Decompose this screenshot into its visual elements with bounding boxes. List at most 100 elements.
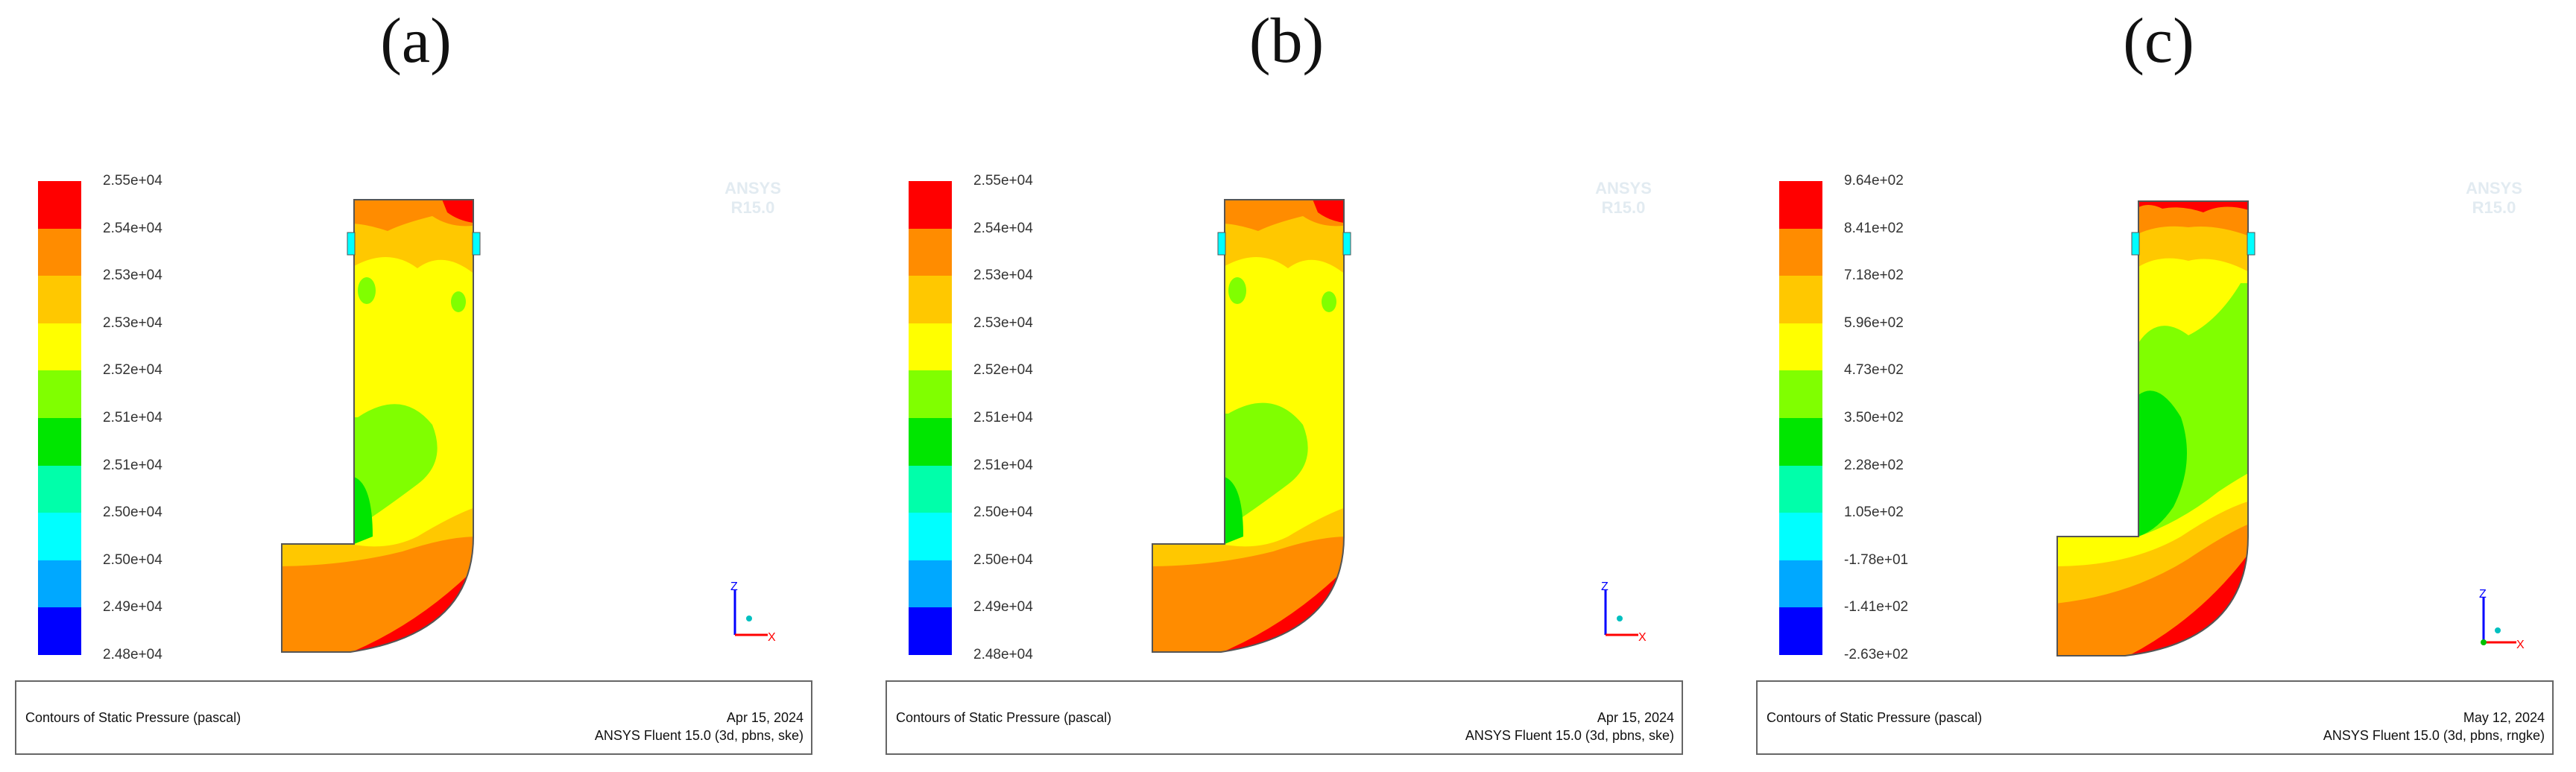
plot-caption: Contours of Static Pressure (pascal): [896, 710, 1112, 725]
legend-label: 2.48e+04: [973, 647, 1033, 662]
axes-triad-icon: Z X: [2479, 588, 2525, 651]
legend-label: 2.51e+04: [103, 410, 162, 425]
color-legend-bar: [38, 181, 81, 655]
svg-text:Z: Z: [730, 580, 738, 593]
ansys-watermark: ANSYS R15.0: [724, 179, 781, 217]
legend-label: 2.50e+04: [973, 552, 1033, 568]
legend-label: 2.51e+04: [973, 458, 1033, 473]
legend-swatch: [38, 276, 81, 323]
legend-swatch: [1779, 560, 1822, 608]
legend-label: 2.51e+04: [973, 410, 1033, 425]
legend-label: 2.55e+04: [973, 173, 1033, 189]
legend-label: 2.54e+04: [103, 221, 162, 236]
legend-label: 2.53e+04: [103, 268, 162, 283]
legend-label: -2.63e+02: [1844, 647, 1909, 662]
color-legend-bar: [909, 181, 952, 655]
legend-swatch: [1779, 323, 1822, 371]
ansys-watermark: ANSYS R15.0: [2466, 179, 2522, 217]
legend-swatch: [909, 181, 952, 229]
legend-label: -1.41e+02: [1844, 599, 1909, 615]
info-box: Contours of Static Pressure (pascal) May…: [1756, 680, 2554, 755]
legend-label: 5.96e+02: [1844, 315, 1904, 331]
info-box: Contours of Static Pressure (pascal) Apr…: [15, 680, 812, 755]
legend-swatch: [1779, 181, 1822, 229]
svg-text:Z: Z: [1601, 580, 1609, 593]
legend-label: 2.48e+04: [103, 647, 162, 662]
color-legend-bar: [1779, 181, 1822, 655]
legend-swatch: [909, 513, 952, 560]
legend-swatch: [38, 607, 81, 655]
legend-label: 8.41e+02: [1844, 221, 1904, 236]
legend-swatch: [1779, 607, 1822, 655]
legend-swatch: [909, 417, 952, 466]
plot-date: Apr 15, 2024: [726, 710, 804, 725]
legend-swatch: [38, 228, 81, 276]
pressure-contour-plot: [2056, 200, 2255, 656]
legend-swatch: [38, 181, 81, 229]
legend-swatch: [909, 560, 952, 608]
legend-label: 1.05e+02: [1844, 504, 1904, 520]
legend-label: 2.50e+04: [103, 504, 162, 520]
svg-text:X: X: [1638, 631, 1647, 644]
legend-label: 2.49e+04: [973, 599, 1033, 615]
legend-label: 2.50e+04: [973, 504, 1033, 520]
plot-meta: May 12, 2024 ANSYS Fluent 15.0 (3d, pbns…: [2323, 709, 2545, 744]
plot-meta: Apr 15, 2024 ANSYS Fluent 15.0 (3d, pbns…: [1465, 709, 1674, 744]
legend-swatch: [1779, 465, 1822, 513]
legend-swatch: [1779, 276, 1822, 323]
plot-meta: Apr 15, 2024 ANSYS Fluent 15.0 (3d, pbns…: [595, 709, 804, 744]
pressure-contour-plot: [1152, 199, 1351, 653]
panel-a: (a) 2.55e+04 2.54e+04 2.53e+04 2.53e+04 …: [0, 0, 859, 772]
legend-label: 3.50e+02: [1844, 410, 1904, 425]
legend-swatch: [1779, 228, 1822, 276]
legend-swatch: [1779, 417, 1822, 466]
legend-label: 2.50e+04: [103, 552, 162, 568]
svg-text:Z: Z: [2479, 588, 2487, 601]
ansys-watermark: ANSYS R15.0: [1595, 179, 1652, 217]
legend-swatch: [38, 465, 81, 513]
legend-label: 2.52e+04: [103, 362, 162, 378]
panel-c: (c) 9.64e+02 8.41e+02 7.18e+02 5.96e+02 …: [1741, 0, 2576, 772]
legend-swatch: [909, 607, 952, 655]
legend-swatch: [38, 513, 81, 560]
legend-swatch: [909, 323, 952, 371]
legend-label: 2.28e+02: [1844, 458, 1904, 473]
legend-label: 2.53e+04: [973, 268, 1033, 283]
legend-label: 2.55e+04: [103, 173, 162, 189]
legend-label: 2.54e+04: [973, 221, 1033, 236]
legend-swatch: [909, 276, 952, 323]
panel-b: (b) 2.55e+04 2.54e+04 2.53e+04 2.53e+04 …: [871, 0, 1729, 772]
plot-caption: Contours of Static Pressure (pascal): [25, 710, 242, 725]
plot-date: May 12, 2024: [2463, 710, 2545, 725]
svg-text:X: X: [2516, 639, 2525, 651]
plot-software: ANSYS Fluent 15.0 (3d, pbns, ske): [594, 728, 804, 743]
plot-software: ANSYS Fluent 15.0 (3d, pbns, ske): [1465, 728, 1674, 743]
legend-swatch: [909, 465, 952, 513]
legend-label: 2.51e+04: [103, 458, 162, 473]
legend-swatch: [38, 370, 81, 418]
legend-swatch: [38, 417, 81, 466]
legend-swatch: [909, 370, 952, 418]
legend-label: -1.78e+01: [1844, 552, 1909, 568]
legend-label: 9.64e+02: [1844, 173, 1904, 189]
legend-label: 2.52e+04: [973, 362, 1033, 378]
legend-swatch: [909, 228, 952, 276]
legend-label: 4.73e+02: [1844, 362, 1904, 378]
info-box: Contours of Static Pressure (pascal) Apr…: [886, 680, 1683, 755]
plot-date: Apr 15, 2024: [1597, 710, 1674, 725]
plot-software: ANSYS Fluent 15.0 (3d, pbns, rngke): [2323, 728, 2545, 743]
svg-text:X: X: [768, 631, 776, 644]
axes-triad-icon: Z X: [1601, 580, 1647, 644]
legend-label: 2.49e+04: [103, 599, 162, 615]
panel-label: (a): [380, 4, 452, 76]
plot-caption: Contours of Static Pressure (pascal): [1767, 710, 1983, 725]
panel-label: (c): [2123, 4, 2194, 76]
legend-swatch: [1779, 513, 1822, 560]
pressure-contour-plot: [281, 199, 481, 653]
legend-label: 2.53e+04: [973, 315, 1033, 331]
legend-swatch: [38, 560, 81, 608]
axes-triad-icon: Z X: [730, 580, 776, 644]
legend-label: 7.18e+02: [1844, 268, 1904, 283]
legend-label: 2.53e+04: [103, 315, 162, 331]
legend-swatch: [1779, 370, 1822, 418]
